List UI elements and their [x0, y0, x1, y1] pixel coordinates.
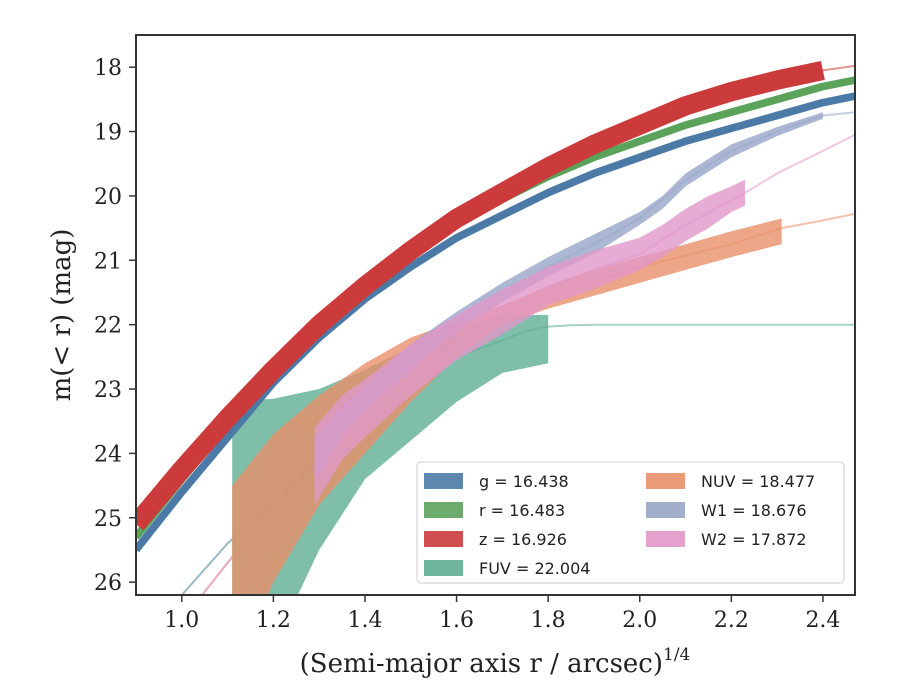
x-tick-label: 1.0 [164, 608, 199, 633]
legend-swatch-r [424, 502, 463, 518]
legend-swatch-fuv [424, 560, 463, 576]
y-axis-ticks: 18 19 20 21 22 23 24 25 26 [94, 56, 136, 596]
legend-label-g: g = 16.438 [479, 472, 569, 491]
y-tick-label: 23 [94, 378, 122, 403]
legend-label-w1: W1 = 18.676 [701, 501, 807, 520]
y-tick-label: 24 [94, 442, 122, 467]
x-axis-label: (Semi-major axis r / arcsec)1/4 [300, 645, 691, 679]
y-tick-label: 18 [94, 56, 122, 81]
x-tick-label: 2.2 [714, 608, 749, 633]
legend-swatch-z [424, 531, 463, 547]
x-tick-label: 1.8 [531, 608, 566, 633]
band-w2 [314, 179, 746, 505]
legend-swatch-w2 [646, 531, 685, 547]
x-tick-label: 1.6 [439, 608, 474, 633]
plot-frame [135, 34, 856, 596]
y-tick-label: 26 [94, 571, 122, 596]
legend-label-r: r = 16.483 [479, 501, 565, 520]
band-fuv [232, 315, 549, 595]
y-tick-label: 20 [94, 185, 122, 210]
line-z [136, 60, 825, 531]
legend-label-z: z = 16.926 [479, 530, 567, 549]
y-tick-label: 25 [94, 507, 122, 532]
y-tick-label: 19 [94, 121, 122, 146]
legend-box [416, 461, 845, 584]
legend-swatch-w1 [646, 502, 685, 518]
legend-swatch-nuv [646, 473, 685, 489]
line-g [136, 92, 855, 553]
legend-label-nuv: NUV = 18.477 [701, 472, 815, 491]
legend-swatch-g [424, 473, 463, 489]
extension-line-z [822, 64, 855, 72]
x-axis-ticks: 1.0 1.2 1.4 1.6 1.8 2.0 2.2 2.4 [164, 595, 840, 633]
x-tick-label: 2.4 [805, 608, 840, 633]
x-axis-label-main: (Semi-major axis r / arcsec) [300, 649, 663, 679]
x-tick-label: 2.0 [622, 608, 657, 633]
legend-label-w2: W2 = 17.872 [701, 530, 807, 549]
y-axis-label: m(< r) (mag) [47, 229, 77, 402]
x-tick-label: 1.4 [347, 608, 382, 633]
series-lines [136, 60, 855, 553]
error-bands [232, 112, 823, 595]
x-axis-label-exponent: 1/4 [663, 645, 690, 665]
y-tick-label: 21 [94, 249, 122, 274]
legend-entries: g = 16.438 r = 16.483 z = 16.926 FUV = 22.0… [424, 472, 815, 578]
x-tick-label: 1.2 [256, 608, 291, 633]
legend: g = 16.438 r = 16.483 z = 16.926 FUV = 22.0… [416, 461, 845, 584]
legend-label-fuv: FUV = 22.004 [479, 559, 590, 578]
y-tick-label: 22 [94, 314, 122, 339]
